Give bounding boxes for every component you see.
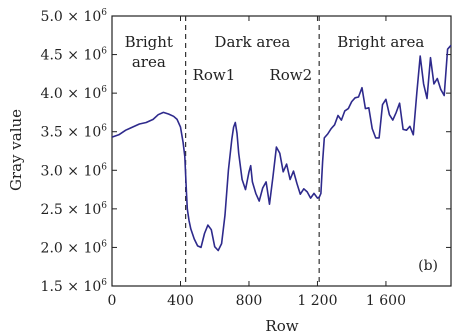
y-tick-labels: 1.5 × 106 2.0 × 106 2.5 × 106 3.0 × 106 3.5 … [41,8,108,295]
boundary-label: Row2 [269,66,312,84]
x-tick-label: 1 200 [297,293,337,309]
y-tick-label: 2.0 × 106 [41,239,108,256]
boundary-label: Row1 [193,66,236,84]
x-tick-label: 0 [108,293,117,309]
y-tick-label: 4.0 × 106 [41,85,108,102]
series-group [111,44,452,252]
y-tick-label: 5.0 × 106 [41,8,108,25]
boundary-lines: Row1 Row2 [185,16,320,286]
x-tick-labels: 0 400 800 1 200 1 600 [108,293,406,309]
x-tick-label: 800 [236,293,263,309]
region-label: Dark area [214,33,290,51]
panel-tag: (b) [418,258,438,274]
region-label: Bright area [337,33,424,51]
y-tick-label: 4.5 × 106 [41,47,108,64]
series-line [111,44,452,252]
y-axis-label: Gray value [7,109,25,191]
x-tick-label: 1 600 [366,293,406,309]
y-tick-label: 1.5 × 106 [41,278,108,295]
axis-ticks [111,15,451,287]
plot-frame [111,15,452,287]
y-tick-label: 2.5 × 106 [41,201,108,218]
y-tick-label: 3.5 × 106 [41,124,108,141]
x-tick-label: 400 [167,293,194,309]
region-labels: Bright area Dark area Bright area [125,33,425,71]
y-tick-label: 3.0 × 106 [41,162,108,179]
x-axis-label: Row [265,317,298,335]
region-label: Bright area [125,33,173,71]
